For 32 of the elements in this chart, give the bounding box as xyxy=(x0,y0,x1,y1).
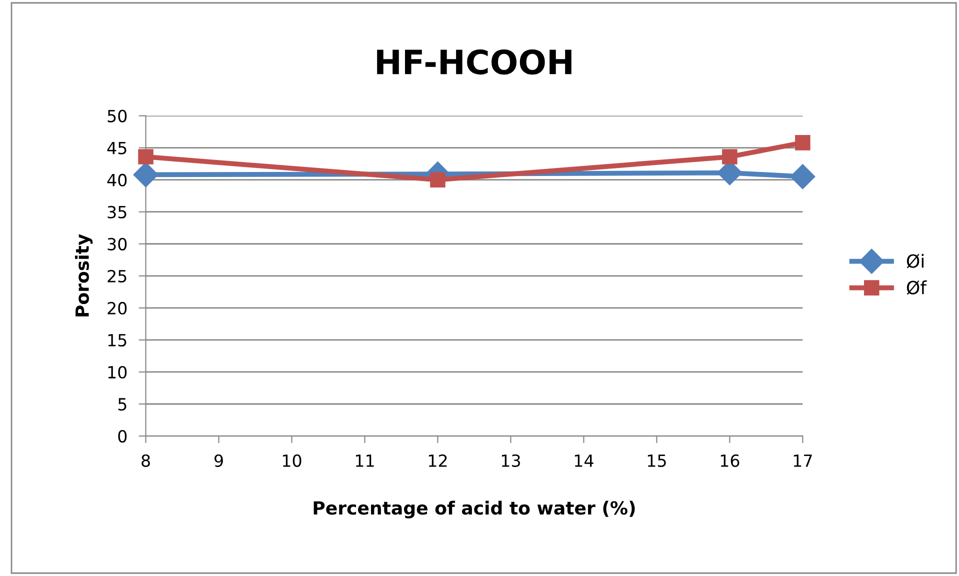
y-tick-label: 35 xyxy=(108,206,126,218)
y-tick-label: 40 xyxy=(107,174,127,186)
x-tick-label: 13 xyxy=(502,454,520,467)
point xyxy=(138,149,154,164)
x-tick-label: 15 xyxy=(648,454,666,467)
y-tick-label: 5 xyxy=(118,398,126,411)
legend-label: Øi xyxy=(906,254,924,268)
point xyxy=(722,149,738,164)
y-tick-label: 30 xyxy=(108,238,127,250)
x-tick-label: 9 xyxy=(214,454,223,467)
legend-label: Øf xyxy=(906,280,927,295)
x-tick-label: 16 xyxy=(720,454,740,467)
point xyxy=(795,135,810,150)
x-tick-label: 10 xyxy=(282,454,302,467)
y-tick-label: 15 xyxy=(108,334,126,347)
y-tick-label: 10 xyxy=(108,366,127,379)
point xyxy=(430,172,446,188)
x-tick-label: 14 xyxy=(574,454,594,467)
y-tick-label: 0 xyxy=(118,430,127,443)
x-tick-label: 17 xyxy=(794,454,812,467)
y-tick-label: 50 xyxy=(108,110,127,122)
y-tick-label: 20 xyxy=(108,302,127,314)
x-tick-label: 11 xyxy=(356,454,374,467)
y-axis-title: Porosity xyxy=(75,234,93,316)
point xyxy=(133,162,158,188)
y-tick-label: 25 xyxy=(108,270,126,282)
x-tick-label: 12 xyxy=(428,454,447,467)
y-tick-label: 45 xyxy=(107,142,126,154)
x-axis-title: Percentage of acid to water (%) xyxy=(314,500,635,518)
point xyxy=(790,164,816,190)
x-tick-label: 8 xyxy=(142,454,150,467)
chart-title: HF-HCOOH xyxy=(377,49,572,75)
